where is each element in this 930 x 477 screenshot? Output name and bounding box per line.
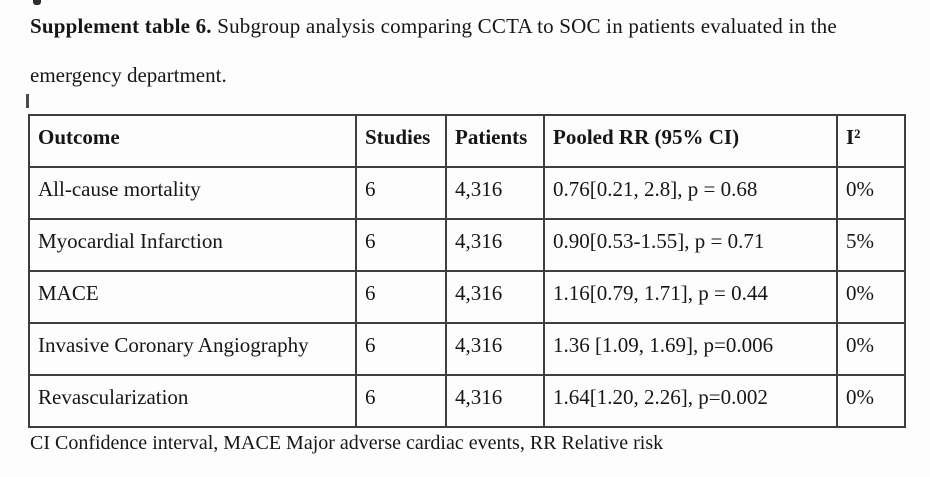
scan-artifact-top bbox=[33, 0, 41, 5]
cell-i-squared: 0% bbox=[836, 166, 906, 220]
cell-pooled-rr: 1.36 [1.09, 1.69], p=0.006 bbox=[543, 322, 838, 376]
cell-i-squared: 0% bbox=[836, 322, 906, 376]
cell-pooled-rr: 0.76[0.21, 2.8], p = 0.68 bbox=[543, 166, 838, 220]
cell-outcome: All-cause mortality bbox=[28, 166, 357, 220]
table-caption-line1: Supplement table 6. Subgroup analysis co… bbox=[30, 12, 837, 40]
cell-patients: 4,316 bbox=[445, 374, 545, 428]
table-header-row: Outcome Studies Patients Pooled RR (95% … bbox=[28, 114, 906, 168]
cell-patients: 4,316 bbox=[445, 322, 545, 376]
caption-text: Subgroup analysis comparing CCTA to SOC … bbox=[211, 14, 837, 38]
header-patients: Patients bbox=[445, 114, 545, 168]
cell-pooled-rr: 0.90[0.53-1.55], p = 0.71 bbox=[543, 218, 838, 272]
table-row: All-cause mortality 6 4,316 0.76[0.21, 2.8]… bbox=[28, 166, 906, 220]
cell-i-squared: 0% bbox=[836, 270, 906, 324]
cell-outcome: Myocardial Infarction bbox=[28, 218, 357, 272]
cell-studies: 6 bbox=[355, 166, 447, 220]
scan-artifact-left bbox=[26, 94, 29, 108]
cell-studies: 6 bbox=[355, 218, 447, 272]
table-row: MACE 6 4,316 1.16[0.79, 1.71], p = 0.44 0% bbox=[28, 270, 906, 324]
cell-patients: 4,316 bbox=[445, 166, 545, 220]
cell-outcome: Revascularization bbox=[28, 374, 357, 428]
cell-pooled-rr: 1.64[1.20, 2.26], p=0.002 bbox=[543, 374, 838, 428]
cell-studies: 6 bbox=[355, 270, 447, 324]
cell-patients: 4,316 bbox=[445, 270, 545, 324]
header-i-squared: I² bbox=[836, 114, 906, 168]
cell-outcome: MACE bbox=[28, 270, 357, 324]
table-row: Revascularization 6 4,316 1.64[1.20, 2.26],… bbox=[28, 374, 906, 428]
cell-pooled-rr: 1.16[0.79, 1.71], p = 0.44 bbox=[543, 270, 838, 324]
table-row: Myocardial Infarction 6 4,316 0.90[0.53-1.5… bbox=[28, 218, 906, 272]
table-caption-line2: emergency department. bbox=[30, 63, 227, 87]
header-pooled-rr: Pooled RR (95% CI) bbox=[543, 114, 838, 168]
header-outcome: Outcome bbox=[28, 114, 357, 168]
cell-i-squared: 5% bbox=[836, 218, 906, 272]
caption-label: Supplement table 6. bbox=[30, 14, 212, 38]
cell-i-squared: 0% bbox=[836, 374, 906, 428]
cell-outcome: Invasive Coronary Angiography bbox=[28, 322, 357, 376]
subgroup-analysis-table: Outcome Studies Patients Pooled RR (95% … bbox=[28, 114, 906, 428]
header-studies: Studies bbox=[355, 114, 447, 168]
table-footnote: CI Confidence interval, MACE Major adver… bbox=[30, 432, 664, 454]
cell-studies: 6 bbox=[355, 374, 447, 428]
cell-patients: 4,316 bbox=[445, 218, 545, 272]
table-row: Invasive Coronary Angiography 6 4,316 1.36 … bbox=[28, 322, 906, 376]
cell-studies: 6 bbox=[355, 322, 447, 376]
table-body: All-cause mortality 6 4,316 0.76[0.21, 2.8]… bbox=[28, 166, 906, 428]
